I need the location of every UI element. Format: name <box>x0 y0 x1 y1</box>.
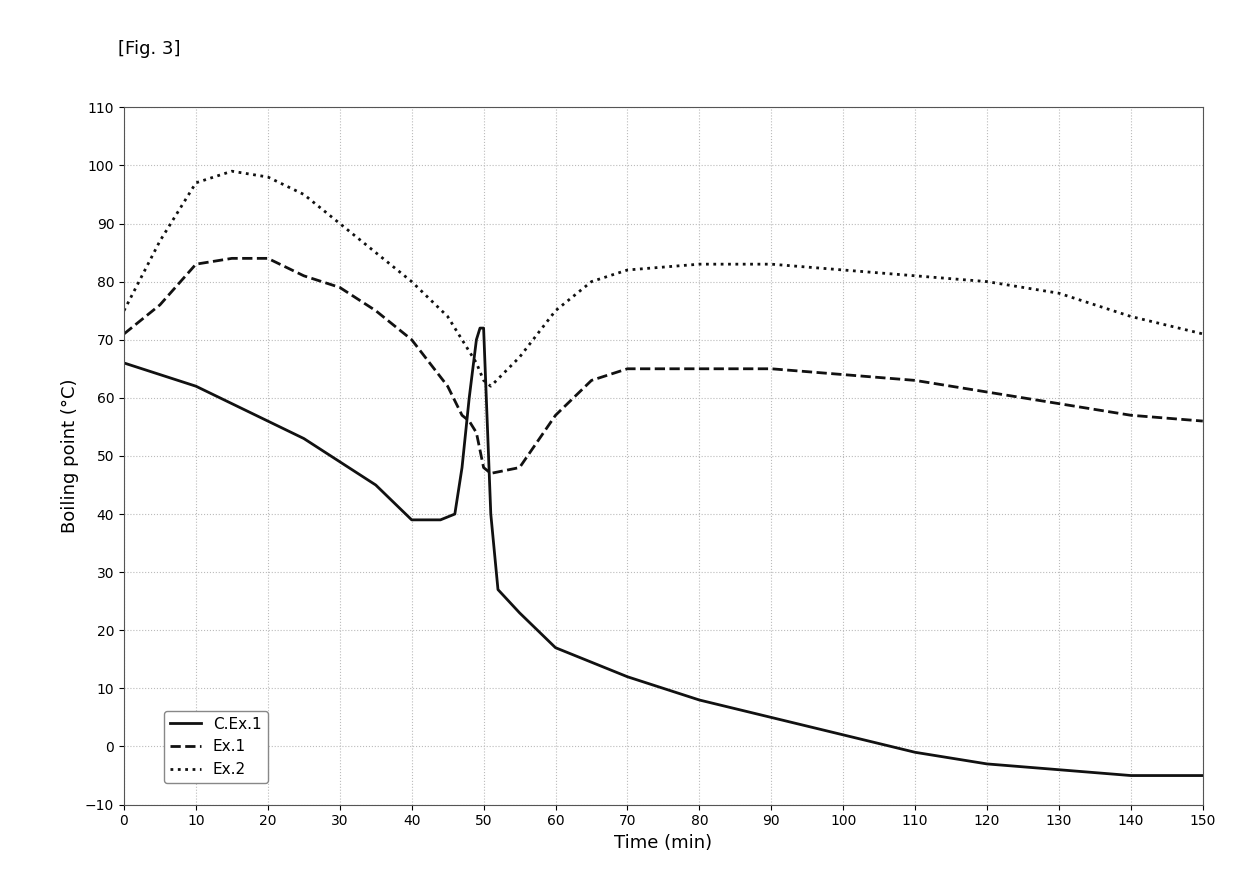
C.Ex.1 <box>260 416 275 426</box>
Ex.2 <box>620 265 635 275</box>
Ex.1 <box>1195 416 1210 426</box>
Ex.1 <box>260 253 275 264</box>
C.Ex.1 <box>1123 771 1138 781</box>
Ex.2 <box>548 305 563 316</box>
Ex.2 <box>260 172 275 182</box>
C.Ex.1 <box>188 381 203 392</box>
Ex.1 <box>764 364 779 375</box>
C.Ex.1 <box>908 747 923 758</box>
Ex.2 <box>461 346 476 357</box>
C.Ex.1 <box>1195 771 1210 781</box>
C.Ex.1 <box>980 758 994 769</box>
Ex.2 <box>836 265 851 275</box>
Ex.1 <box>584 375 599 386</box>
C.Ex.1 <box>153 369 167 380</box>
C.Ex.1 <box>117 358 131 368</box>
X-axis label: Time (min): Time (min) <box>614 834 713 852</box>
Line: C.Ex.1: C.Ex.1 <box>124 328 1203 776</box>
Ex.2 <box>484 381 498 392</box>
Ex.2 <box>332 218 347 229</box>
Ex.2 <box>455 334 470 345</box>
Ex.1 <box>692 364 707 375</box>
C.Ex.1 <box>433 515 448 526</box>
Ex.2 <box>153 235 167 246</box>
Line: Ex.1: Ex.1 <box>124 258 1203 474</box>
C.Ex.1 <box>620 671 635 682</box>
Ex.1 <box>620 364 635 375</box>
C.Ex.1 <box>484 509 498 519</box>
Ex.2 <box>404 276 419 287</box>
C.Ex.1 <box>469 334 484 345</box>
Ex.2 <box>224 166 239 177</box>
C.Ex.1 <box>368 479 383 490</box>
Ex.1 <box>440 381 455 392</box>
Ex.1 <box>332 283 347 293</box>
Legend: C.Ex.1, Ex.1, Ex.2: C.Ex.1, Ex.1, Ex.2 <box>164 711 268 783</box>
Ex.2 <box>188 177 203 189</box>
C.Ex.1 <box>404 515 419 526</box>
C.Ex.1 <box>836 730 851 740</box>
C.Ex.1 <box>512 608 527 619</box>
Ex.2 <box>368 248 383 258</box>
Ex.1 <box>476 462 491 473</box>
Line: Ex.2: Ex.2 <box>124 172 1203 386</box>
Ex.1 <box>455 409 470 421</box>
Ex.1 <box>548 409 563 421</box>
C.Ex.1 <box>491 585 506 595</box>
C.Ex.1 <box>692 695 707 705</box>
Ex.2 <box>584 276 599 287</box>
Ex.2 <box>440 311 455 322</box>
Ex.2 <box>1195 329 1210 340</box>
Ex.1 <box>512 462 527 473</box>
C.Ex.1 <box>472 323 487 333</box>
Ex.1 <box>224 253 239 264</box>
Ex.1 <box>1123 409 1138 421</box>
Ex.2 <box>692 259 707 270</box>
C.Ex.1 <box>548 642 563 653</box>
Y-axis label: Boiling point (°C): Boiling point (°C) <box>62 379 79 533</box>
C.Ex.1 <box>476 323 491 333</box>
Ex.2 <box>908 270 923 281</box>
Ex.2 <box>980 276 994 287</box>
C.Ex.1 <box>224 399 239 409</box>
Ex.1 <box>188 259 203 270</box>
Ex.2 <box>1052 288 1066 299</box>
C.Ex.1 <box>332 457 347 468</box>
Ex.2 <box>117 305 131 316</box>
C.Ex.1 <box>1052 764 1066 775</box>
Ex.1 <box>404 334 419 345</box>
Ex.1 <box>484 468 498 479</box>
Ex.1 <box>980 386 994 397</box>
C.Ex.1 <box>764 712 779 722</box>
Ex.1 <box>368 305 383 316</box>
Ex.2 <box>764 259 779 270</box>
Ex.1 <box>296 270 311 281</box>
Ex.2 <box>1123 311 1138 322</box>
C.Ex.1 <box>448 509 463 519</box>
Ex.1 <box>117 329 131 340</box>
Ex.1 <box>153 299 167 310</box>
Ex.2 <box>296 190 311 200</box>
Ex.1 <box>908 375 923 386</box>
Ex.1 <box>461 416 476 426</box>
Ex.1 <box>469 427 484 438</box>
C.Ex.1 <box>296 434 311 444</box>
Ex.1 <box>836 369 851 380</box>
Ex.2 <box>476 375 491 386</box>
Ex.2 <box>512 352 527 363</box>
C.Ex.1 <box>461 392 476 403</box>
Ex.2 <box>469 358 484 368</box>
Ex.1 <box>1052 399 1066 409</box>
C.Ex.1 <box>455 462 470 473</box>
Text: [Fig. 3]: [Fig. 3] <box>118 40 180 58</box>
